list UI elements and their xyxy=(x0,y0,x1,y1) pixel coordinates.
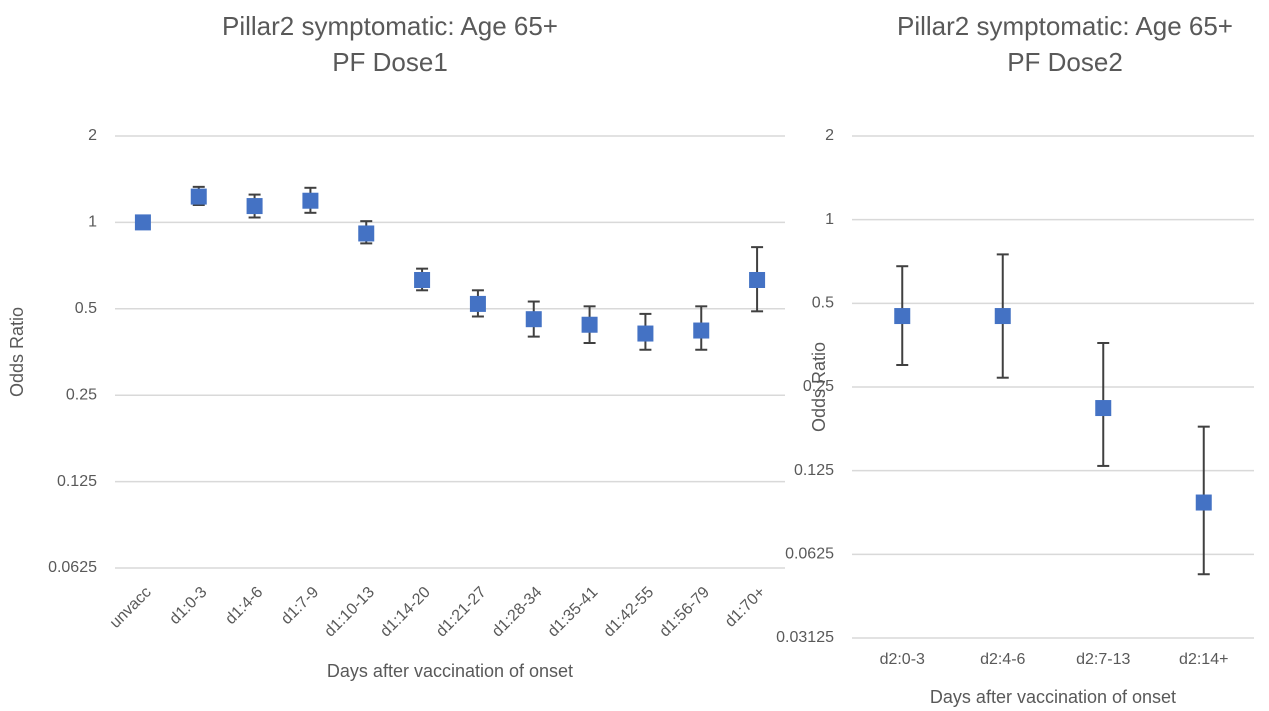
chart-title: Pillar2 symptomatic: Age 65+ xyxy=(897,11,1233,41)
y-tick-label: 0.0625 xyxy=(785,546,834,563)
y-tick-label: 0.125 xyxy=(794,462,834,479)
y-tick-label: 0.125 xyxy=(57,473,97,490)
y-tick-label: 0.25 xyxy=(66,386,97,403)
marker xyxy=(358,225,375,242)
marker xyxy=(894,308,911,325)
marker xyxy=(302,192,319,209)
y-axis-label: Odds Ratio xyxy=(809,342,829,432)
marker xyxy=(749,271,766,288)
marker xyxy=(414,271,431,288)
x-tick-label: d1:28-34 xyxy=(489,584,546,641)
chart-title: Pillar2 symptomatic: Age 65+ xyxy=(222,11,558,41)
marker xyxy=(469,295,486,312)
x-tick-label: d2:4-6 xyxy=(980,651,1025,668)
x-tick-label: d1:14-20 xyxy=(377,584,434,641)
marker xyxy=(190,188,207,205)
marker xyxy=(1095,400,1112,417)
x-axis-label: Days after vaccination of onset xyxy=(327,661,573,681)
chart-subtitle: PF Dose2 xyxy=(1007,47,1123,77)
x-tick-label: d2:7-13 xyxy=(1076,651,1130,668)
marker xyxy=(581,316,598,333)
y-tick-label: 0.0625 xyxy=(48,559,97,576)
x-tick-label: d1:4-6 xyxy=(222,584,266,628)
x-tick-label: d1:35-41 xyxy=(545,584,602,641)
x-tick-label: d2:0-3 xyxy=(880,651,925,668)
y-tick-label: 0.03125 xyxy=(776,629,834,646)
x-tick-label: d1:70+ xyxy=(722,584,769,631)
marker xyxy=(693,322,710,339)
marker xyxy=(1195,494,1212,511)
x-tick-label: d1:10-13 xyxy=(321,584,378,641)
marker xyxy=(246,198,263,215)
y-tick-label: 2 xyxy=(825,127,834,144)
x-tick-label: d1:21-27 xyxy=(433,584,490,641)
x-tick-label: d1:0-3 xyxy=(166,584,210,628)
x-tick-label: d1:56-79 xyxy=(656,584,713,641)
x-tick-label: d1:7-9 xyxy=(278,584,322,628)
x-tick-label: d2:14+ xyxy=(1179,651,1228,668)
y-tick-label: 1 xyxy=(88,214,97,231)
chart-subtitle: PF Dose1 xyxy=(332,47,448,77)
marker xyxy=(525,311,542,328)
y-tick-label: 0.5 xyxy=(75,300,97,317)
y-tick-label: 0.25 xyxy=(803,378,834,395)
marker xyxy=(637,325,654,342)
y-tick-label: 1 xyxy=(825,211,834,228)
marker xyxy=(994,308,1011,325)
x-tick-label: d1:42-55 xyxy=(601,584,658,641)
x-tick-label: unvacc xyxy=(107,584,155,632)
y-tick-label: 2 xyxy=(88,127,97,144)
y-axis-label: Odds Ratio xyxy=(7,307,27,397)
y-tick-label: 0.5 xyxy=(812,295,834,312)
x-axis-label: Days after vaccination of onset xyxy=(930,687,1176,707)
marker xyxy=(134,214,151,231)
